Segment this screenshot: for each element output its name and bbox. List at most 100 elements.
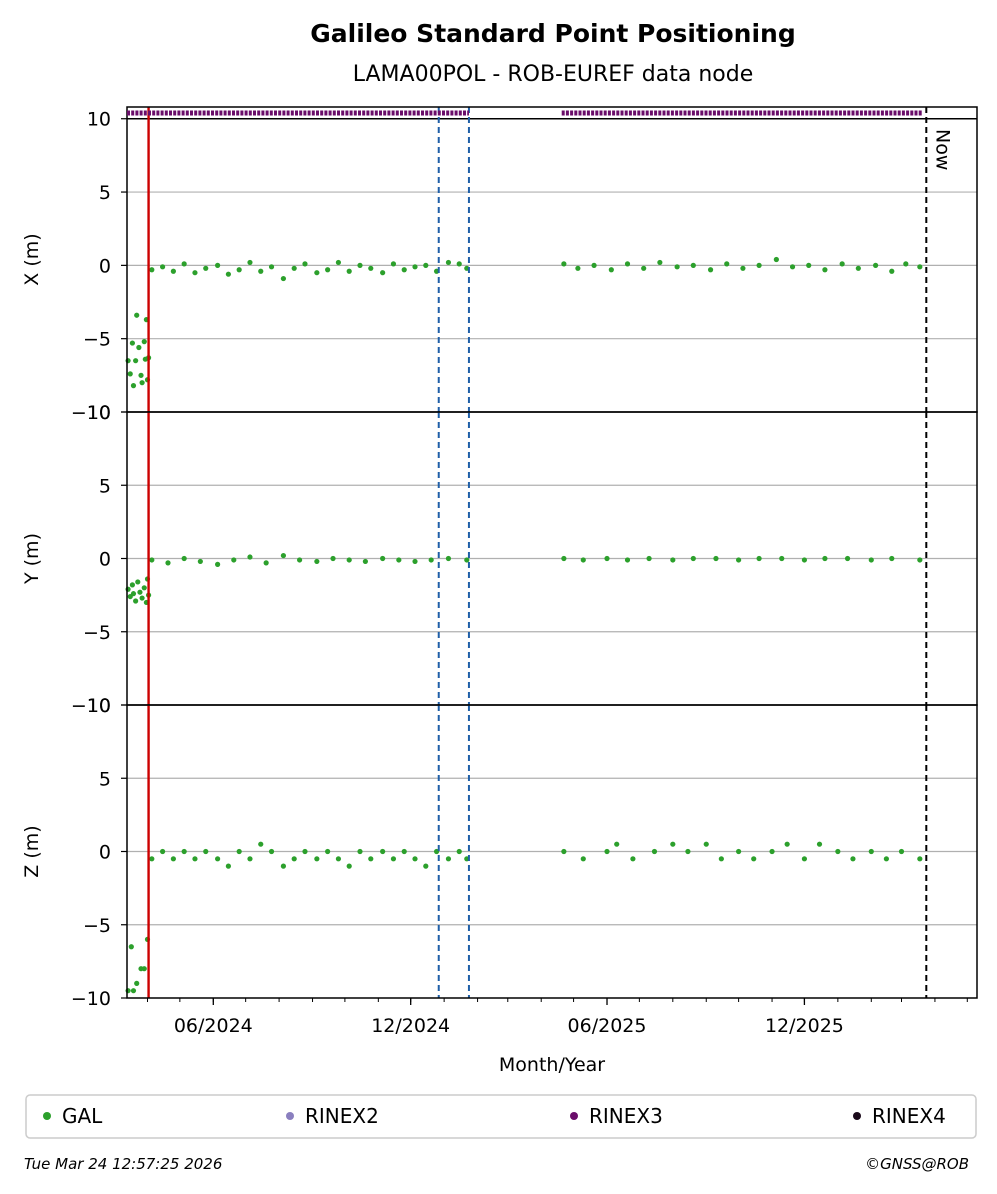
data-point [769, 848, 775, 855]
data-point [133, 598, 139, 604]
data-point [268, 264, 275, 270]
data-point [346, 268, 352, 274]
data-point [357, 848, 363, 855]
data-point [215, 262, 221, 268]
data-point [137, 589, 143, 595]
y-tick-label: −5 [83, 622, 111, 644]
data-point [779, 555, 785, 562]
data-point [296, 557, 303, 563]
y-tick-label: 0 [99, 255, 111, 277]
y-tick-label: −10 [71, 402, 111, 424]
data-point [844, 555, 851, 562]
data-point [141, 339, 147, 345]
data-point [149, 557, 155, 563]
data-point [445, 856, 452, 862]
data-point [280, 275, 287, 282]
y-axis-label-y: Y (m) [21, 533, 43, 585]
data-point [651, 848, 658, 855]
data-point [883, 856, 889, 862]
data-point [839, 261, 845, 267]
data-point [670, 841, 676, 847]
data-point [135, 579, 141, 585]
data-point [390, 261, 397, 267]
data-point [614, 841, 620, 847]
now-label: Now [931, 129, 953, 170]
chart-title: Galileo Standard Point Positioning [310, 19, 795, 48]
data-point [129, 582, 135, 588]
legend-marker-rinex2 [286, 1112, 294, 1120]
data-point [280, 552, 287, 559]
data-point [873, 262, 879, 268]
data-point [236, 267, 242, 273]
data-point [159, 848, 166, 855]
data-point [401, 848, 407, 855]
data-point [130, 988, 137, 994]
footer-copyright: ©GNSS@ROB [865, 1155, 969, 1173]
data-point [203, 848, 209, 855]
data-point [850, 856, 856, 862]
data-point [225, 863, 231, 869]
data-point [401, 267, 407, 273]
data-point [445, 555, 452, 562]
y-tick-label: −5 [83, 329, 111, 351]
data-point [139, 595, 145, 601]
data-point [604, 555, 610, 562]
data-point [630, 856, 636, 862]
legend-marker-rinex3 [570, 1112, 578, 1120]
data-point [736, 557, 742, 563]
data-point [203, 265, 209, 271]
data-point [225, 271, 231, 277]
data-point [134, 312, 140, 318]
data-point [362, 558, 368, 565]
data-point [129, 340, 135, 346]
data-point [247, 856, 253, 862]
data-point [291, 856, 297, 862]
data-point [130, 591, 137, 597]
data-point [325, 267, 331, 273]
data-point [917, 856, 923, 862]
data-point [231, 557, 237, 563]
data-point [390, 856, 397, 862]
data-point [127, 371, 133, 377]
data-point [756, 262, 762, 268]
data-point [718, 856, 724, 862]
data-point [707, 267, 714, 273]
data-point [181, 848, 187, 855]
data-point [703, 841, 709, 847]
data-point [561, 261, 567, 267]
data-point [141, 966, 147, 972]
data-point [181, 555, 187, 562]
data-point [302, 261, 308, 267]
data-point [192, 856, 198, 862]
data-point [346, 863, 352, 869]
data-point [330, 555, 336, 562]
legend-marker-rinex4 [853, 1112, 861, 1120]
data-point [380, 848, 386, 855]
data-point [608, 267, 614, 273]
data-point [690, 555, 696, 562]
data-point [423, 262, 429, 268]
data-point [561, 555, 567, 562]
data-point [165, 560, 171, 566]
data-point [591, 262, 597, 268]
data-point [898, 848, 905, 855]
data-point [580, 856, 586, 862]
data-point [835, 848, 841, 855]
panel-frame [126, 106, 978, 413]
legend-marker-gal [43, 1112, 51, 1120]
data-point [138, 372, 144, 378]
data-point [756, 555, 762, 562]
y-tick-label: −5 [83, 915, 111, 937]
data-point [903, 261, 909, 267]
data-point [335, 259, 342, 266]
data-point [580, 557, 586, 563]
data-point [291, 265, 297, 271]
data-point [346, 557, 352, 563]
data-point [855, 265, 861, 271]
y-tick-label: 10 [87, 695, 111, 717]
data-point [170, 268, 176, 274]
data-point [575, 265, 581, 271]
y-tick-label: 5 [99, 475, 111, 497]
data-point [192, 270, 198, 276]
data-point [604, 848, 610, 855]
